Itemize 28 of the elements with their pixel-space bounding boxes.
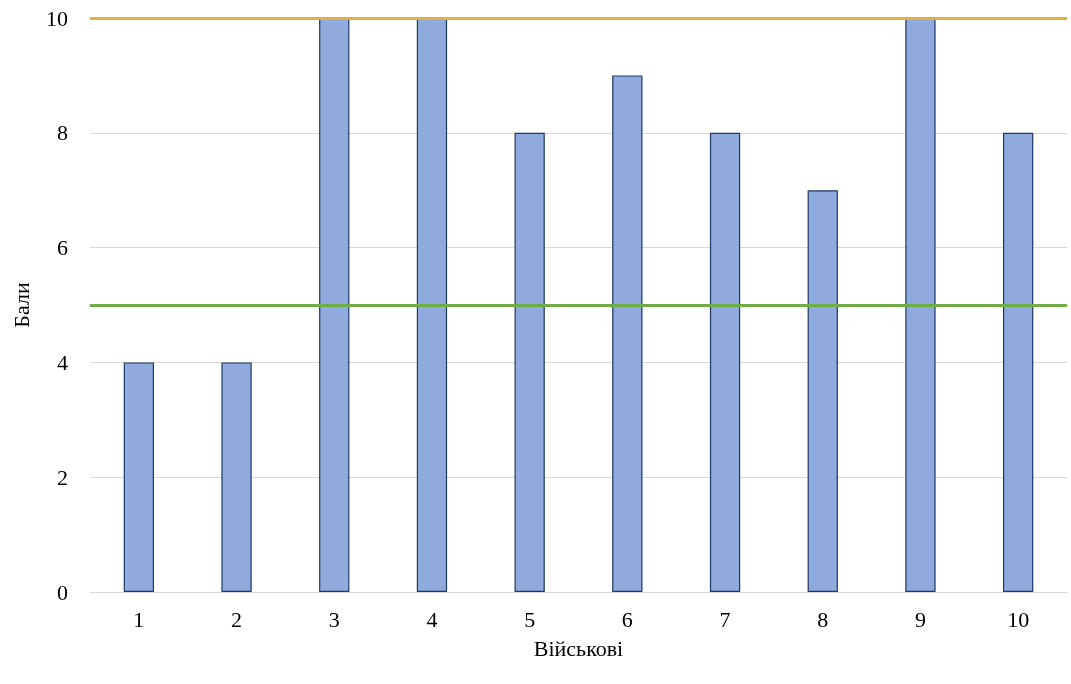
x-tick-label: 2 bbox=[231, 606, 243, 632]
x-tick-label: 1 bbox=[133, 606, 145, 632]
bar bbox=[416, 18, 448, 592]
x-tick-label: 4 bbox=[426, 606, 438, 632]
y-tick-label: 6 bbox=[57, 235, 68, 261]
y-axis-title: Бали bbox=[8, 282, 34, 328]
x-tick-label: 8 bbox=[817, 606, 829, 632]
y-tick-label: 8 bbox=[57, 120, 68, 146]
x-tick-label: 7 bbox=[719, 606, 731, 632]
bar bbox=[123, 362, 154, 592]
y-tick-label: 10 bbox=[46, 5, 68, 31]
x-tick-label: 9 bbox=[914, 606, 926, 632]
bar bbox=[612, 75, 643, 592]
bar bbox=[514, 132, 545, 592]
bar bbox=[905, 18, 936, 592]
y-tick-label: 0 bbox=[57, 579, 68, 605]
x-tick-label: 5 bbox=[524, 606, 536, 632]
x-tick-label: 6 bbox=[621, 606, 633, 632]
bar bbox=[221, 362, 252, 592]
y-tick-label: 4 bbox=[57, 349, 68, 375]
bar bbox=[807, 190, 838, 592]
y-tick-label: 2 bbox=[57, 464, 68, 490]
bar bbox=[1003, 132, 1034, 592]
x-tick-label: 10 bbox=[1007, 606, 1030, 632]
bar bbox=[709, 132, 741, 592]
bar bbox=[319, 18, 350, 592]
x-axis-title: Військові bbox=[533, 635, 624, 661]
x-tick-label: 3 bbox=[328, 606, 340, 632]
